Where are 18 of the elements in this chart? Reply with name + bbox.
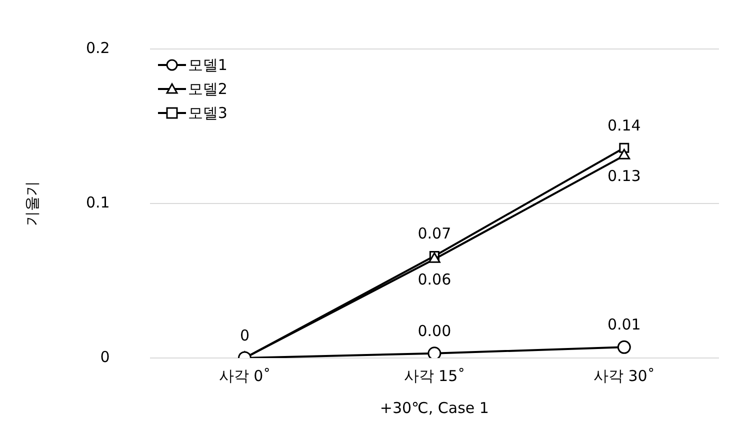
y-tick-label: 0.2 <box>86 38 110 57</box>
data-label: 0.13 <box>607 166 641 185</box>
x-axis-title: +30℃, Case 1 <box>380 398 489 417</box>
legend-label: 모델1 <box>188 55 228 76</box>
data-label: 0 <box>240 326 250 344</box>
data-label: 0.06 <box>418 270 452 289</box>
data-label: 0.14 <box>607 116 641 134</box>
data-label: 0.01 <box>607 316 641 334</box>
data-label: 0.00 <box>418 322 452 340</box>
legend-label: 모델3 <box>188 103 228 124</box>
y-tick-label: 0.1 <box>86 193 110 212</box>
x-tick-label: 사각 30˚ <box>593 366 655 385</box>
data-label: 0.07 <box>418 224 452 242</box>
x-tick-label: 사각 0˚ <box>218 366 271 385</box>
x-tick-label: 사각 15˚ <box>404 366 466 385</box>
legend-label: 모델2 <box>188 79 228 100</box>
y-tick-label: 0 <box>100 348 110 366</box>
y-axis-title: 기울기 <box>22 181 41 226</box>
